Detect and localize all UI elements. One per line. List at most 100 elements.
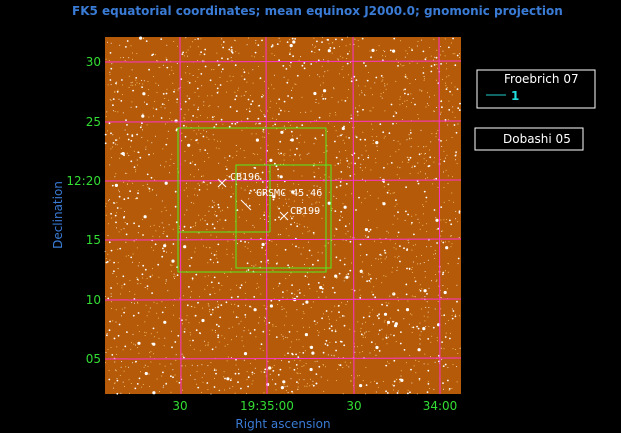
star	[289, 367, 291, 369]
star	[221, 335, 223, 337]
star	[416, 45, 418, 47]
star	[263, 320, 265, 322]
star	[208, 210, 210, 212]
star	[237, 295, 239, 298]
star	[440, 347, 442, 349]
star	[393, 293, 394, 295]
star	[350, 117, 353, 120]
star	[110, 301, 112, 303]
star	[386, 320, 391, 324]
star	[403, 349, 406, 351]
star	[262, 330, 265, 333]
star	[188, 82, 191, 84]
star	[317, 334, 319, 336]
star	[392, 384, 393, 386]
grid-line	[104, 357, 462, 360]
legend-box[interactable]	[476, 69, 596, 109]
star	[135, 344, 136, 346]
star	[131, 342, 132, 344]
star	[137, 347, 139, 349]
star	[123, 370, 125, 372]
star	[108, 378, 111, 381]
star	[402, 119, 403, 120]
star	[186, 304, 189, 307]
star	[284, 248, 287, 251]
star	[278, 233, 280, 235]
star	[188, 286, 190, 288]
star	[272, 366, 274, 368]
star	[347, 36, 349, 38]
stars	[104, 36, 461, 395]
star	[110, 249, 113, 252]
star	[339, 181, 342, 183]
x-axis-label: Right ascension	[235, 417, 330, 431]
star	[302, 352, 305, 354]
star	[215, 331, 216, 333]
star	[278, 98, 281, 101]
star	[280, 152, 282, 155]
star	[178, 381, 181, 384]
star	[114, 183, 118, 187]
star	[307, 283, 310, 286]
star	[335, 329, 336, 331]
star	[350, 80, 353, 83]
star	[427, 259, 429, 261]
star	[303, 379, 305, 381]
star	[364, 65, 367, 67]
star	[248, 329, 250, 331]
star	[141, 114, 145, 118]
star	[405, 77, 407, 79]
star	[315, 373, 318, 375]
star	[217, 91, 219, 93]
star	[386, 83, 388, 85]
star	[224, 389, 226, 391]
star	[142, 83, 144, 85]
star	[443, 219, 445, 221]
star	[276, 261, 278, 263]
star	[254, 359, 256, 360]
star	[318, 331, 320, 333]
star	[273, 88, 275, 90]
star	[209, 79, 212, 82]
legend-box[interactable]	[474, 127, 584, 151]
star	[218, 390, 220, 392]
star	[430, 70, 433, 73]
star	[424, 296, 426, 297]
star	[192, 115, 195, 117]
star	[407, 389, 409, 391]
star	[319, 197, 321, 199]
star	[204, 149, 207, 152]
star	[452, 106, 454, 108]
star	[353, 43, 355, 45]
star	[193, 130, 195, 132]
star	[259, 217, 261, 219]
star	[383, 249, 386, 252]
star	[186, 237, 188, 239]
star	[256, 191, 259, 194]
star	[194, 378, 196, 380]
star	[454, 154, 457, 157]
star	[268, 366, 272, 370]
star	[283, 76, 285, 78]
star	[409, 83, 411, 84]
star	[418, 379, 420, 381]
star	[154, 54, 156, 56]
star	[144, 364, 146, 366]
star	[226, 91, 228, 93]
star	[107, 253, 109, 255]
star	[122, 84, 124, 86]
star	[161, 211, 163, 213]
star	[456, 381, 458, 383]
star	[329, 115, 331, 117]
star	[315, 382, 318, 385]
star	[372, 128, 374, 130]
star	[328, 43, 330, 45]
star	[147, 366, 149, 367]
star	[206, 188, 208, 190]
star	[450, 246, 452, 248]
star	[389, 155, 391, 157]
star	[145, 304, 147, 306]
star	[212, 287, 214, 289]
legend-entry: 1	[511, 89, 519, 103]
star	[362, 108, 364, 111]
